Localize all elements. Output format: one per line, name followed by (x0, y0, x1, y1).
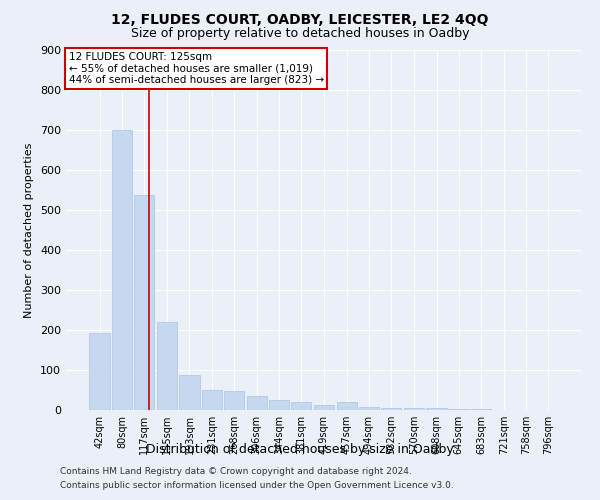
Text: Size of property relative to detached houses in Oadby: Size of property relative to detached ho… (131, 28, 469, 40)
Bar (291, 402, 311, 410)
Bar (337, 402, 357, 410)
Bar (427, 408, 446, 410)
Text: 12, FLUDES COURT, OADBY, LEICESTER, LE2 4QQ: 12, FLUDES COURT, OADBY, LEICESTER, LE2 … (111, 12, 489, 26)
Text: Distribution of detached houses by size in Oadby: Distribution of detached houses by size … (146, 442, 454, 456)
Bar (89, 333, 110, 410)
Text: Contains HM Land Registry data © Crown copyright and database right 2024.: Contains HM Land Registry data © Crown c… (60, 467, 412, 476)
Bar (202, 390, 222, 410)
Bar (381, 408, 401, 410)
Bar (269, 400, 289, 410)
Text: 12 FLUDES COURT: 125sqm
← 55% of detached houses are smaller (1,019)
44% of semi: 12 FLUDES COURT: 125sqm ← 55% of detache… (68, 52, 324, 85)
Bar (134, 195, 154, 410)
Bar (404, 408, 424, 410)
Bar (157, 322, 177, 410)
Bar (471, 409, 491, 410)
Bar (112, 130, 133, 410)
Bar (224, 391, 244, 410)
Bar (359, 407, 379, 410)
Bar (247, 396, 267, 410)
Bar (314, 405, 334, 410)
Y-axis label: Number of detached properties: Number of detached properties (25, 142, 34, 318)
Bar (179, 375, 200, 410)
Text: Contains public sector information licensed under the Open Government Licence v3: Contains public sector information licen… (60, 481, 454, 490)
Bar (448, 409, 469, 410)
